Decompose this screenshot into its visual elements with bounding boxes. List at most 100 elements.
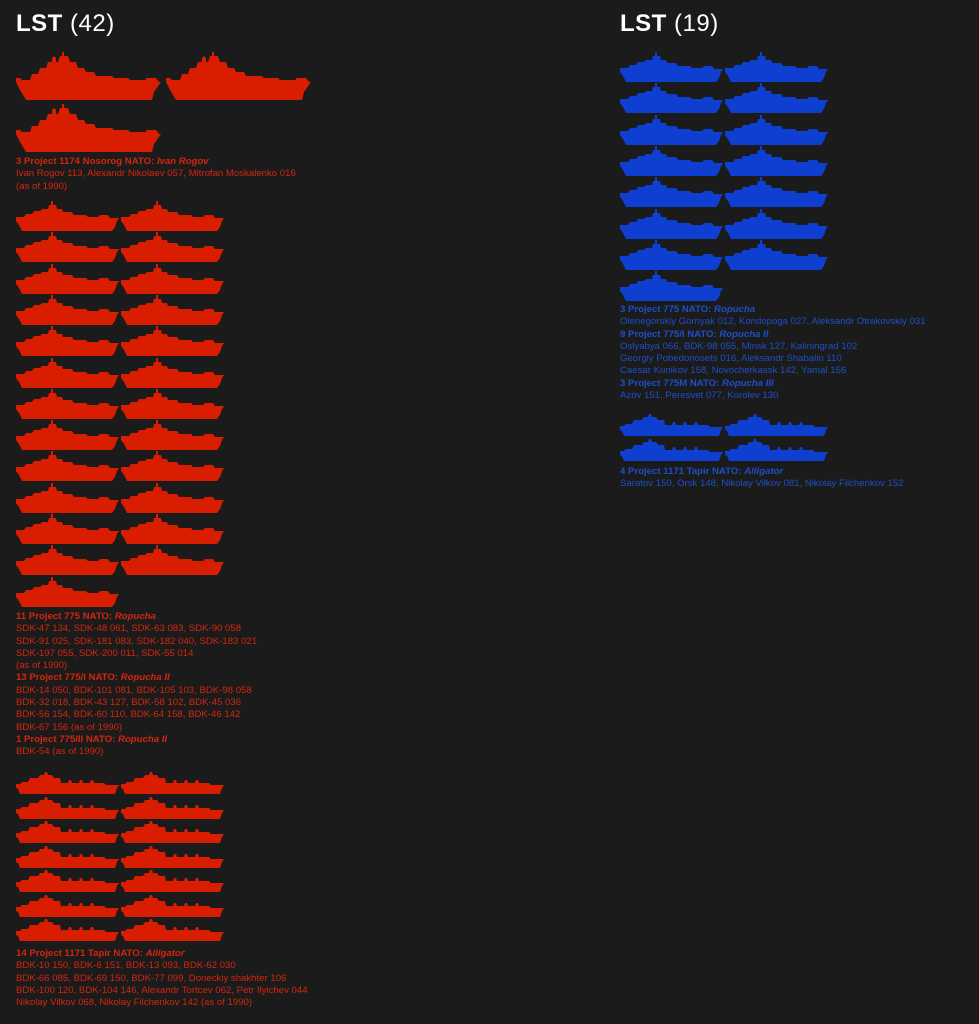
ropucha-info: 3 Project 775 NATO: Ropucha Olenegorskiy… [620, 304, 926, 402]
ropucha-ship-icon [16, 514, 119, 544]
ropucha-ship-icon [16, 545, 119, 576]
ropucha-ship-icon [121, 545, 224, 576]
ropucha-ship-icon [121, 451, 224, 482]
ropucha-ship-icon [725, 208, 828, 239]
ropucha-ship-icon [16, 576, 119, 607]
ship-list-line: Olenegorskiy Gornyak 012, Kondopoga 027,… [620, 316, 926, 328]
ship-list-line: BDK-100 120, BDK-104 146, Alexandr Tortc… [16, 984, 308, 996]
alligator-ship-icon [16, 845, 119, 868]
ropucha-ship-icon [16, 357, 119, 388]
ropucha-ship-icon [121, 357, 224, 388]
ropucha-ship-icon [620, 114, 723, 145]
alligator-ship-icon [16, 772, 119, 794]
ship-list-line: Ivan Rogov 113, Alexandr Nikolaev 057, M… [16, 168, 296, 180]
ship-list-line: Georgiy Pobedonosets 016, Aleksandr Shab… [620, 353, 842, 365]
rogov-info: 3 Project 1174 Nosorog NATO: Ivan Rogov … [16, 156, 296, 193]
ship-list-line: BDK-56 154, BDK-60 110, BDK-64 158, BDK-… [16, 709, 241, 721]
alligator-ship-icon [121, 894, 224, 917]
ropucha-ship-icon [620, 208, 723, 239]
ropucha-ship-icon [16, 294, 119, 325]
alligator-ship-icon [725, 414, 828, 436]
ropucha-ship-icon [16, 263, 119, 294]
ship-list-line: BDK-66 085, BDK-69 150, BDK-77 099, Done… [16, 972, 287, 984]
ropucha-ship-icon [620, 239, 723, 270]
group-title: 4 Project 1171 Tapir NATO: Alligator [620, 466, 784, 477]
ropucha-ship-icon [16, 420, 119, 451]
ropucha-ship-icon [121, 420, 224, 451]
ship-list-line: Caesar Kunikov 158, Novocherkassk 142, Y… [620, 365, 847, 377]
russia-lst-heading: LST (19) [620, 10, 719, 38]
alligator-info: 4 Project 1171 Tapir NATO: Alligator Sar… [620, 466, 904, 491]
ropucha-ship-icon [121, 294, 224, 325]
alligator-ship-icon [16, 894, 119, 917]
rogov-ship-icon [16, 104, 161, 152]
ship-list-line: BDK-54 (as of 1990) [16, 746, 104, 758]
group-title: 11 Project 775 NATO: Ropucha [16, 611, 156, 622]
heading-label: LST [16, 10, 63, 37]
ropucha-ship-icon [620, 177, 723, 208]
group-title: 3 Project 1174 Nosorog NATO: Ivan Rogov [16, 156, 209, 167]
ship-list-line: BDK-10 150, BDK-6 151, BDK-13 093, BDK-6… [16, 960, 236, 972]
ropucha-ship-icon [16, 451, 119, 482]
ropucha-ship-icon [121, 326, 224, 357]
ropucha-ship-icon [725, 145, 828, 176]
rogov-ship-icon [16, 52, 161, 100]
alligator-ship-icon [620, 414, 723, 436]
heading-count: (19) [674, 10, 719, 37]
ropucha-ship-icon [16, 201, 119, 231]
ropucha-ship-icon [121, 482, 224, 513]
ropucha-ship-icon [121, 514, 224, 544]
alligator-info: 14 Project 1171 Tapir NATO: Alligator BD… [16, 948, 308, 1009]
ropucha-ship-icon [725, 83, 828, 114]
ropucha-ship-icon [121, 232, 224, 263]
rogov-ship-icon [166, 52, 311, 100]
ropucha-ship-icon [121, 263, 224, 294]
ropucha-ship-icon [121, 388, 224, 419]
ropucha-ship-icon [620, 271, 723, 302]
ropucha-ship-icon [16, 482, 119, 513]
heading-count: (42) [70, 10, 115, 37]
alligator-ship-icon [121, 845, 224, 868]
group-title: 14 Project 1171 Tapir NATO: Alligator [16, 948, 185, 959]
ropucha-ship-icon [620, 83, 723, 114]
ropucha-ship-icon [121, 201, 224, 231]
ropucha-ship-icon [725, 239, 828, 270]
ship-list-line: BDK-14 050, BDK-101 081, BDK-105 103, BD… [16, 684, 252, 696]
ship-list-line: SDK-47 134, SDK-48 061, SDK-63 083, SDK-… [16, 623, 242, 635]
alligator-ship-icon [121, 919, 224, 941]
ropucha-ship-icon [725, 114, 828, 145]
ship-list-line: Saratov 150, Orsk 148, Nikolay Vilkov 08… [620, 478, 904, 490]
group-title: 13 Project 775/I NATO: Ropucha II [16, 672, 170, 684]
alligator-ship-icon [121, 821, 224, 843]
alligator-ship-icon [620, 438, 723, 461]
ship-list-line: BDK-32 018, BDK-43 127, BDK-58 102, BDK-… [16, 697, 242, 709]
ropucha-info: 11 Project 775 NATO: Ropucha SDK-47 134,… [16, 611, 257, 759]
ropucha-ship-icon [16, 388, 119, 419]
group-title: 1 Project 775/II NATO: Ropucha II [16, 733, 168, 745]
ship-list-line: BDK-67 156 (as of 1990) [16, 721, 123, 733]
alligator-ship-icon [121, 796, 224, 819]
alligator-ship-icon [121, 870, 224, 892]
alligator-ship-icon [121, 772, 224, 794]
group-title: 3 Project 775 NATO: Ropucha [620, 304, 756, 315]
ship-list-line: Azov 151, Peresvet 077, Korolev 130 [620, 390, 779, 402]
heading-label: LST [620, 10, 667, 37]
group-title: 3 Project 775M NATO: Ropucha III [620, 377, 774, 389]
ropucha-ship-icon [620, 52, 723, 82]
ropucha-ship-icon [725, 52, 828, 82]
ship-list-line: (as of 1990) [16, 180, 68, 192]
alligator-ship-icon [16, 919, 119, 941]
alligator-ship-icon [725, 438, 828, 461]
alligator-ship-icon [16, 870, 119, 892]
ropucha-ship-icon [725, 177, 828, 208]
ship-list-line: (as of 1990) [16, 660, 68, 672]
group-title: 9 Project 775/I NATO: Ropucha II [620, 328, 769, 340]
alligator-ship-icon [16, 796, 119, 819]
ropucha-ship-icon [620, 145, 723, 176]
ship-list-line: Nikolay Vilkov 068, Nikolay Filchenkov 1… [16, 997, 253, 1009]
ship-list-line: SDK-197 055, SDK-200 011, SDK-55 014 [16, 647, 194, 659]
ship-list-line: SDK-91 025, SDK-181 083, SDK-182 040, SD… [16, 635, 258, 647]
ship-list-line: Oslyabya 066, BDK-98 055, Minsk 127, Kal… [620, 340, 858, 352]
ropucha-ship-icon [16, 326, 119, 357]
alligator-ship-icon [16, 821, 119, 843]
